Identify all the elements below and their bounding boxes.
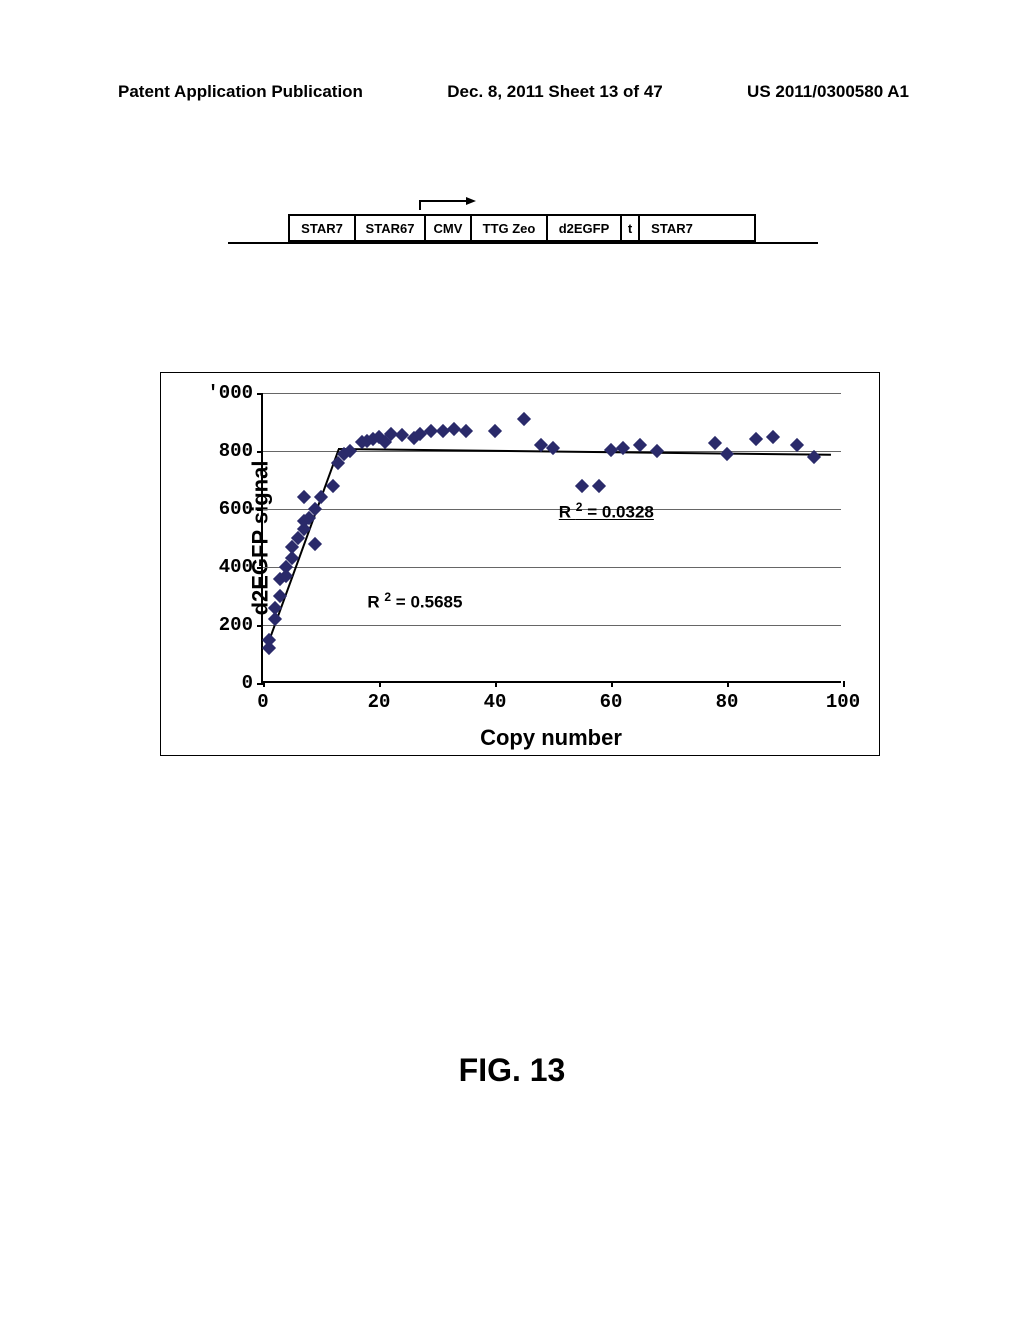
construct-cell: STAR67 [356,216,426,240]
trend-line [268,449,339,641]
header-left: Patent Application Publication [118,82,363,102]
construct-cell: d2EGFP [548,216,622,240]
data-point [517,412,531,426]
data-point [488,424,502,438]
data-point [766,429,780,443]
plot-svg-area: 0200400600800'000020406080100R 2 = 0.032… [261,393,841,683]
data-point [395,428,409,442]
r-squared-annotation: R 2 = 0.5685 [367,590,462,613]
data-point [720,447,734,461]
y-tick-label: 800 [219,440,263,462]
page-header: Patent Application Publication Dec. 8, 2… [0,82,1024,102]
construct-cell: TTG Zeo [472,216,548,240]
grid-line [263,509,841,510]
x-tick-label: 40 [484,681,507,713]
header-right: US 2011/0300580 A1 [747,82,909,102]
data-point [592,479,606,493]
x-tick-label: 100 [826,681,860,713]
grid-line [263,393,841,394]
construct-cell: STAR7 [640,216,704,240]
r-squared-annotation: R 2 = 0.0328 [559,500,654,523]
y-tick-label: 200 [219,614,263,636]
x-tick-label: 80 [716,681,739,713]
data-point [575,479,589,493]
construct-cell: CMV [426,216,472,240]
construct-baseline [228,242,818,244]
y-tick-label: 600 [219,498,263,520]
data-point [308,537,322,551]
y-tick-label: 400 [219,556,263,578]
grid-line [263,625,841,626]
x-tick-label: 0 [257,681,268,713]
x-tick-label: 60 [600,681,623,713]
construct-row: STAR7 STAR67 CMV TTG Zeo d2EGFP t STAR7 [288,214,756,242]
construct-cell: t [622,216,640,240]
x-axis-label: Copy number [480,725,622,751]
y-tick-label: '000 [207,382,263,404]
chart-plot-area: d2EGFP signal Copy number 0200400600800'… [261,393,841,683]
data-point [604,442,618,456]
data-point [459,424,473,438]
data-point [708,436,722,450]
data-point [297,490,311,504]
construct-diagram: STAR7 STAR67 CMV TTG Zeo d2EGFP t STAR7 [288,214,756,258]
data-point [749,432,763,446]
header-center: Dec. 8, 2011 Sheet 13 of 47 [447,82,662,102]
figure-label: FIG. 13 [0,1052,1024,1089]
x-tick-label: 20 [368,681,391,713]
data-point [546,441,560,455]
arrow-icon [418,196,478,212]
construct-cell: STAR7 [290,216,356,240]
grid-line [263,567,841,568]
data-point [650,444,664,458]
chart-container: d2EGFP signal Copy number 0200400600800'… [160,372,880,756]
